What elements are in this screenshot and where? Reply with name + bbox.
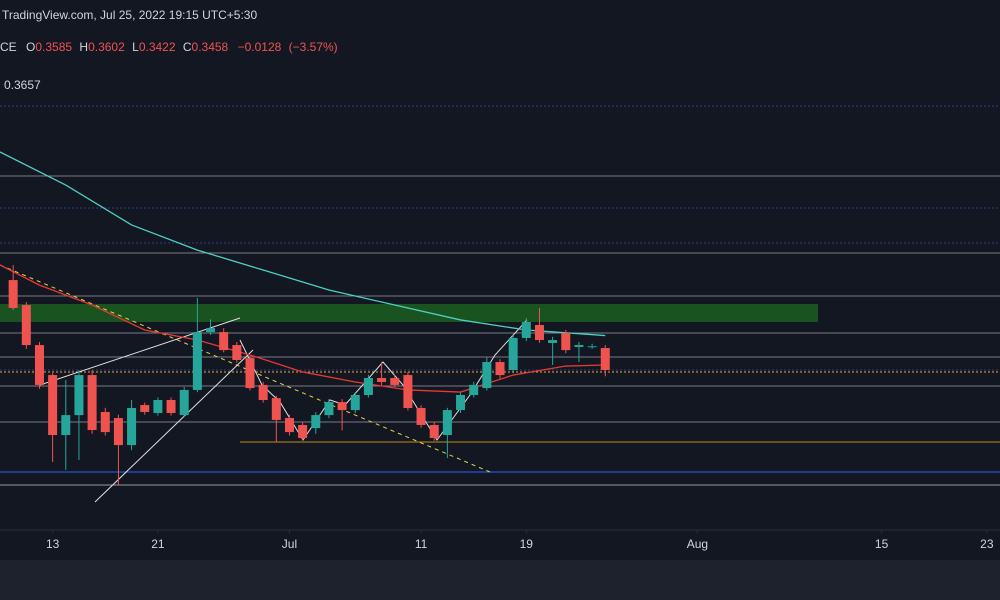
watermark: TradingView.com, Jul 25, 2022 19:15 UTC+… <box>2 8 257 22</box>
ohlc-value: 0.3602 <box>88 40 125 54</box>
x-tick-label: 11 <box>415 537 428 551</box>
ohlc-label: L <box>132 40 139 54</box>
x-tick-label: 13 <box>46 537 60 551</box>
moving-average <box>0 264 606 393</box>
drawings <box>0 105 1000 503</box>
candle-body <box>34 345 44 385</box>
x-tick-label: 19 <box>520 537 534 551</box>
candle-body <box>429 424 439 438</box>
candle-body <box>61 415 71 436</box>
candle-body <box>219 332 229 351</box>
candle-body <box>298 424 308 438</box>
ohlc-value: 0.3458 <box>192 40 229 54</box>
candle-body <box>587 346 597 348</box>
candle-body <box>561 332 571 351</box>
candle-body <box>87 375 97 430</box>
candle-body <box>337 402 347 411</box>
candle-body <box>271 398 281 420</box>
candle-body <box>363 378 373 395</box>
ohlc-label: O <box>26 40 35 54</box>
change-pct: (−3.57%) <box>289 40 338 54</box>
candle-body <box>600 348 610 371</box>
candle-body <box>495 362 505 376</box>
candle-body <box>482 362 492 389</box>
candle-body <box>508 337 518 371</box>
candle-body <box>74 375 84 416</box>
ohlc-legend: CE O0.3585 H0.3602 L0.3422 C0.3458 −0.01… <box>0 40 338 54</box>
x-tick-label: 23 <box>980 537 994 551</box>
moving-average <box>0 151 606 337</box>
candle-body <box>377 378 387 382</box>
candle-body <box>127 407 137 446</box>
candle-body <box>469 384 479 395</box>
candle-body <box>350 394 360 411</box>
candle-body <box>232 345 242 360</box>
header-bar <box>0 0 1000 32</box>
candle-body <box>324 402 334 416</box>
candle-body <box>548 340 558 343</box>
candle-body <box>456 394 466 411</box>
candle-body <box>390 378 400 385</box>
x-tick-label: Jul <box>282 537 297 551</box>
ohlc-label: H <box>79 40 88 54</box>
candle-body <box>442 410 452 436</box>
bottom-bar <box>0 560 1000 600</box>
candle-body <box>140 405 150 412</box>
candle-body <box>206 328 216 333</box>
candle-body <box>21 305 31 346</box>
candle-body <box>258 384 268 401</box>
change: −0.0128 <box>238 40 282 54</box>
candle-body <box>403 375 413 408</box>
symbol: CE <box>0 40 17 54</box>
candle-body <box>416 407 426 425</box>
ma-value: 0.3657 <box>4 78 41 92</box>
candle-body <box>192 332 202 390</box>
x-tick-label: Aug <box>687 537 708 551</box>
marks <box>0 151 610 485</box>
candle-body <box>48 375 58 436</box>
candle-body <box>100 411 110 433</box>
candle-body <box>284 418 294 433</box>
x-tick-label: 21 <box>151 537 165 551</box>
ohlc-value: 0.3585 <box>35 40 72 54</box>
candle-body <box>521 322 531 338</box>
candle-body <box>166 400 176 414</box>
candle-body <box>8 280 18 308</box>
candle-body <box>311 415 321 429</box>
resistance-zone <box>0 304 818 322</box>
candle-body <box>113 418 123 446</box>
candle-body <box>153 400 163 414</box>
trend-line <box>94 349 254 503</box>
ohlc-value: 0.3422 <box>139 40 176 54</box>
trend-line <box>0 264 491 473</box>
ohlc-label: C <box>183 40 192 54</box>
candle-body <box>534 324 544 341</box>
x-tick-label: 15 <box>875 537 889 551</box>
candle-body <box>574 345 584 347</box>
candle-body <box>179 389 189 416</box>
candle-body <box>245 358 255 389</box>
